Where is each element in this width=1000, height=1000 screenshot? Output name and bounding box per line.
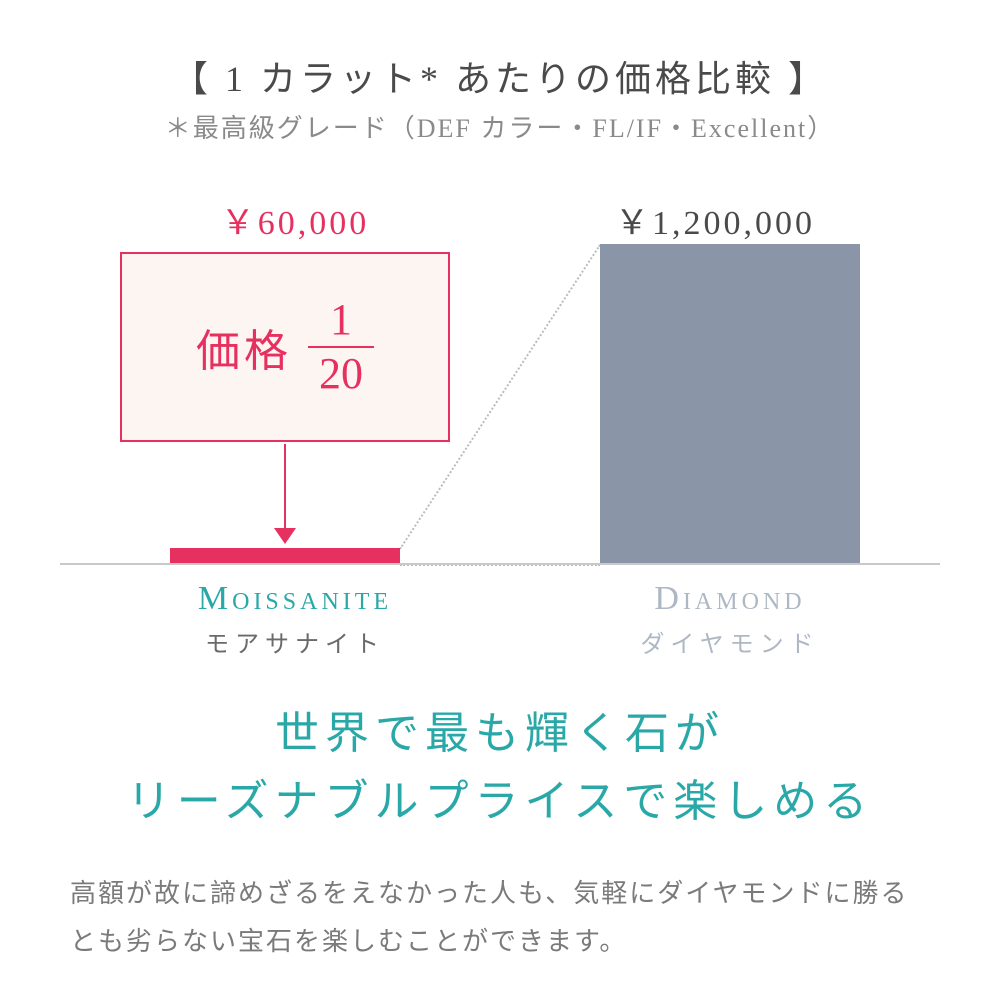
headline-line1: 世界で最も輝く石が [275,709,725,758]
label-jp-moissanite: モアサナイト [120,624,470,659]
callout-label: 価格 [196,315,292,379]
fraction-denominator: 20 [319,348,363,398]
price-label-diamond: ￥1,200,000 [560,195,870,244]
label-jp-diamond: ダイヤモンド [555,624,905,659]
price-ratio-callout: 価格 1 20 [120,252,450,442]
arrow-shaft-icon [284,444,286,534]
fraction-numerator: 1 [308,296,374,348]
baseline [60,563,940,565]
body-text: 高額が故に諦めざるをえなかった人も、気軽にダイヤモンドに勝るとも劣らない宝石を楽… [70,870,930,966]
price-label-moissanite: ￥60,000 [140,195,450,244]
headline: 世界で最も輝く石が リーズナブルプライスで楽しめる [0,700,1000,836]
headline-line2: リーズナブルプライスで楽しめる [127,777,873,826]
label-en-diamond: Diamond [555,580,905,618]
infographic-root: 【 1 カラット* あたりの価格比較 】 ＊最高級グレード（DEF カラー・FL… [0,0,1000,1000]
bar-moissanite [170,548,400,564]
page-subtitle: ＊最高級グレード（DEF カラー・FL/IF・Excellent） [0,108,1000,145]
fraction-icon: 1 20 [308,296,374,399]
page-title: 【 1 カラット* あたりの価格比較 】 [0,50,1000,102]
arrow-head-icon [274,528,296,544]
bar-diamond [600,244,860,564]
label-en-moissanite: Moissanite [120,580,470,618]
